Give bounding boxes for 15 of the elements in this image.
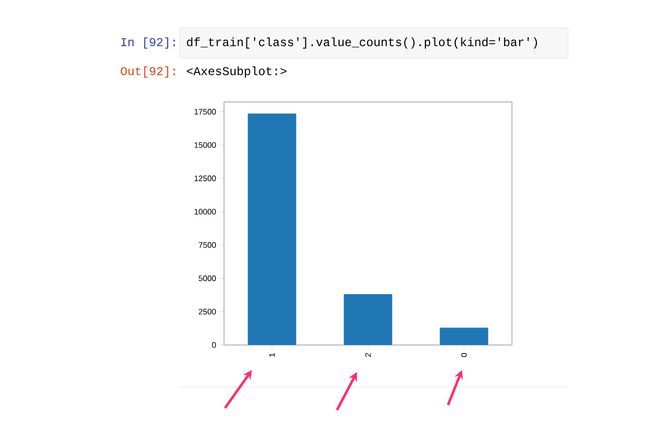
text: <AxesSubplot:> — [186, 66, 286, 78]
text: df_train['class'].value_counts().plot(kind='bar') — [187, 37, 537, 49]
y-tick-label: 10000 — [194, 208, 216, 215]
x-tick-label: 1 — [269, 353, 275, 357]
y-tick-label: 2500 — [198, 308, 216, 314]
y-tick-label: 12500 — [194, 176, 216, 182]
y-tick-label: 0 — [212, 342, 216, 348]
x-tick-label: 0 — [461, 353, 467, 357]
y-tick-label: 17500 — [194, 108, 216, 115]
y-tick-label: 7500 — [198, 242, 216, 248]
y-tick-label: 15000 — [194, 142, 216, 148]
y-tick-label: 5000 — [198, 276, 216, 282]
text: Out[92]: — [120, 66, 175, 78]
x-tick-label: 2 — [365, 353, 371, 357]
text: In [92]: — [121, 37, 175, 49]
